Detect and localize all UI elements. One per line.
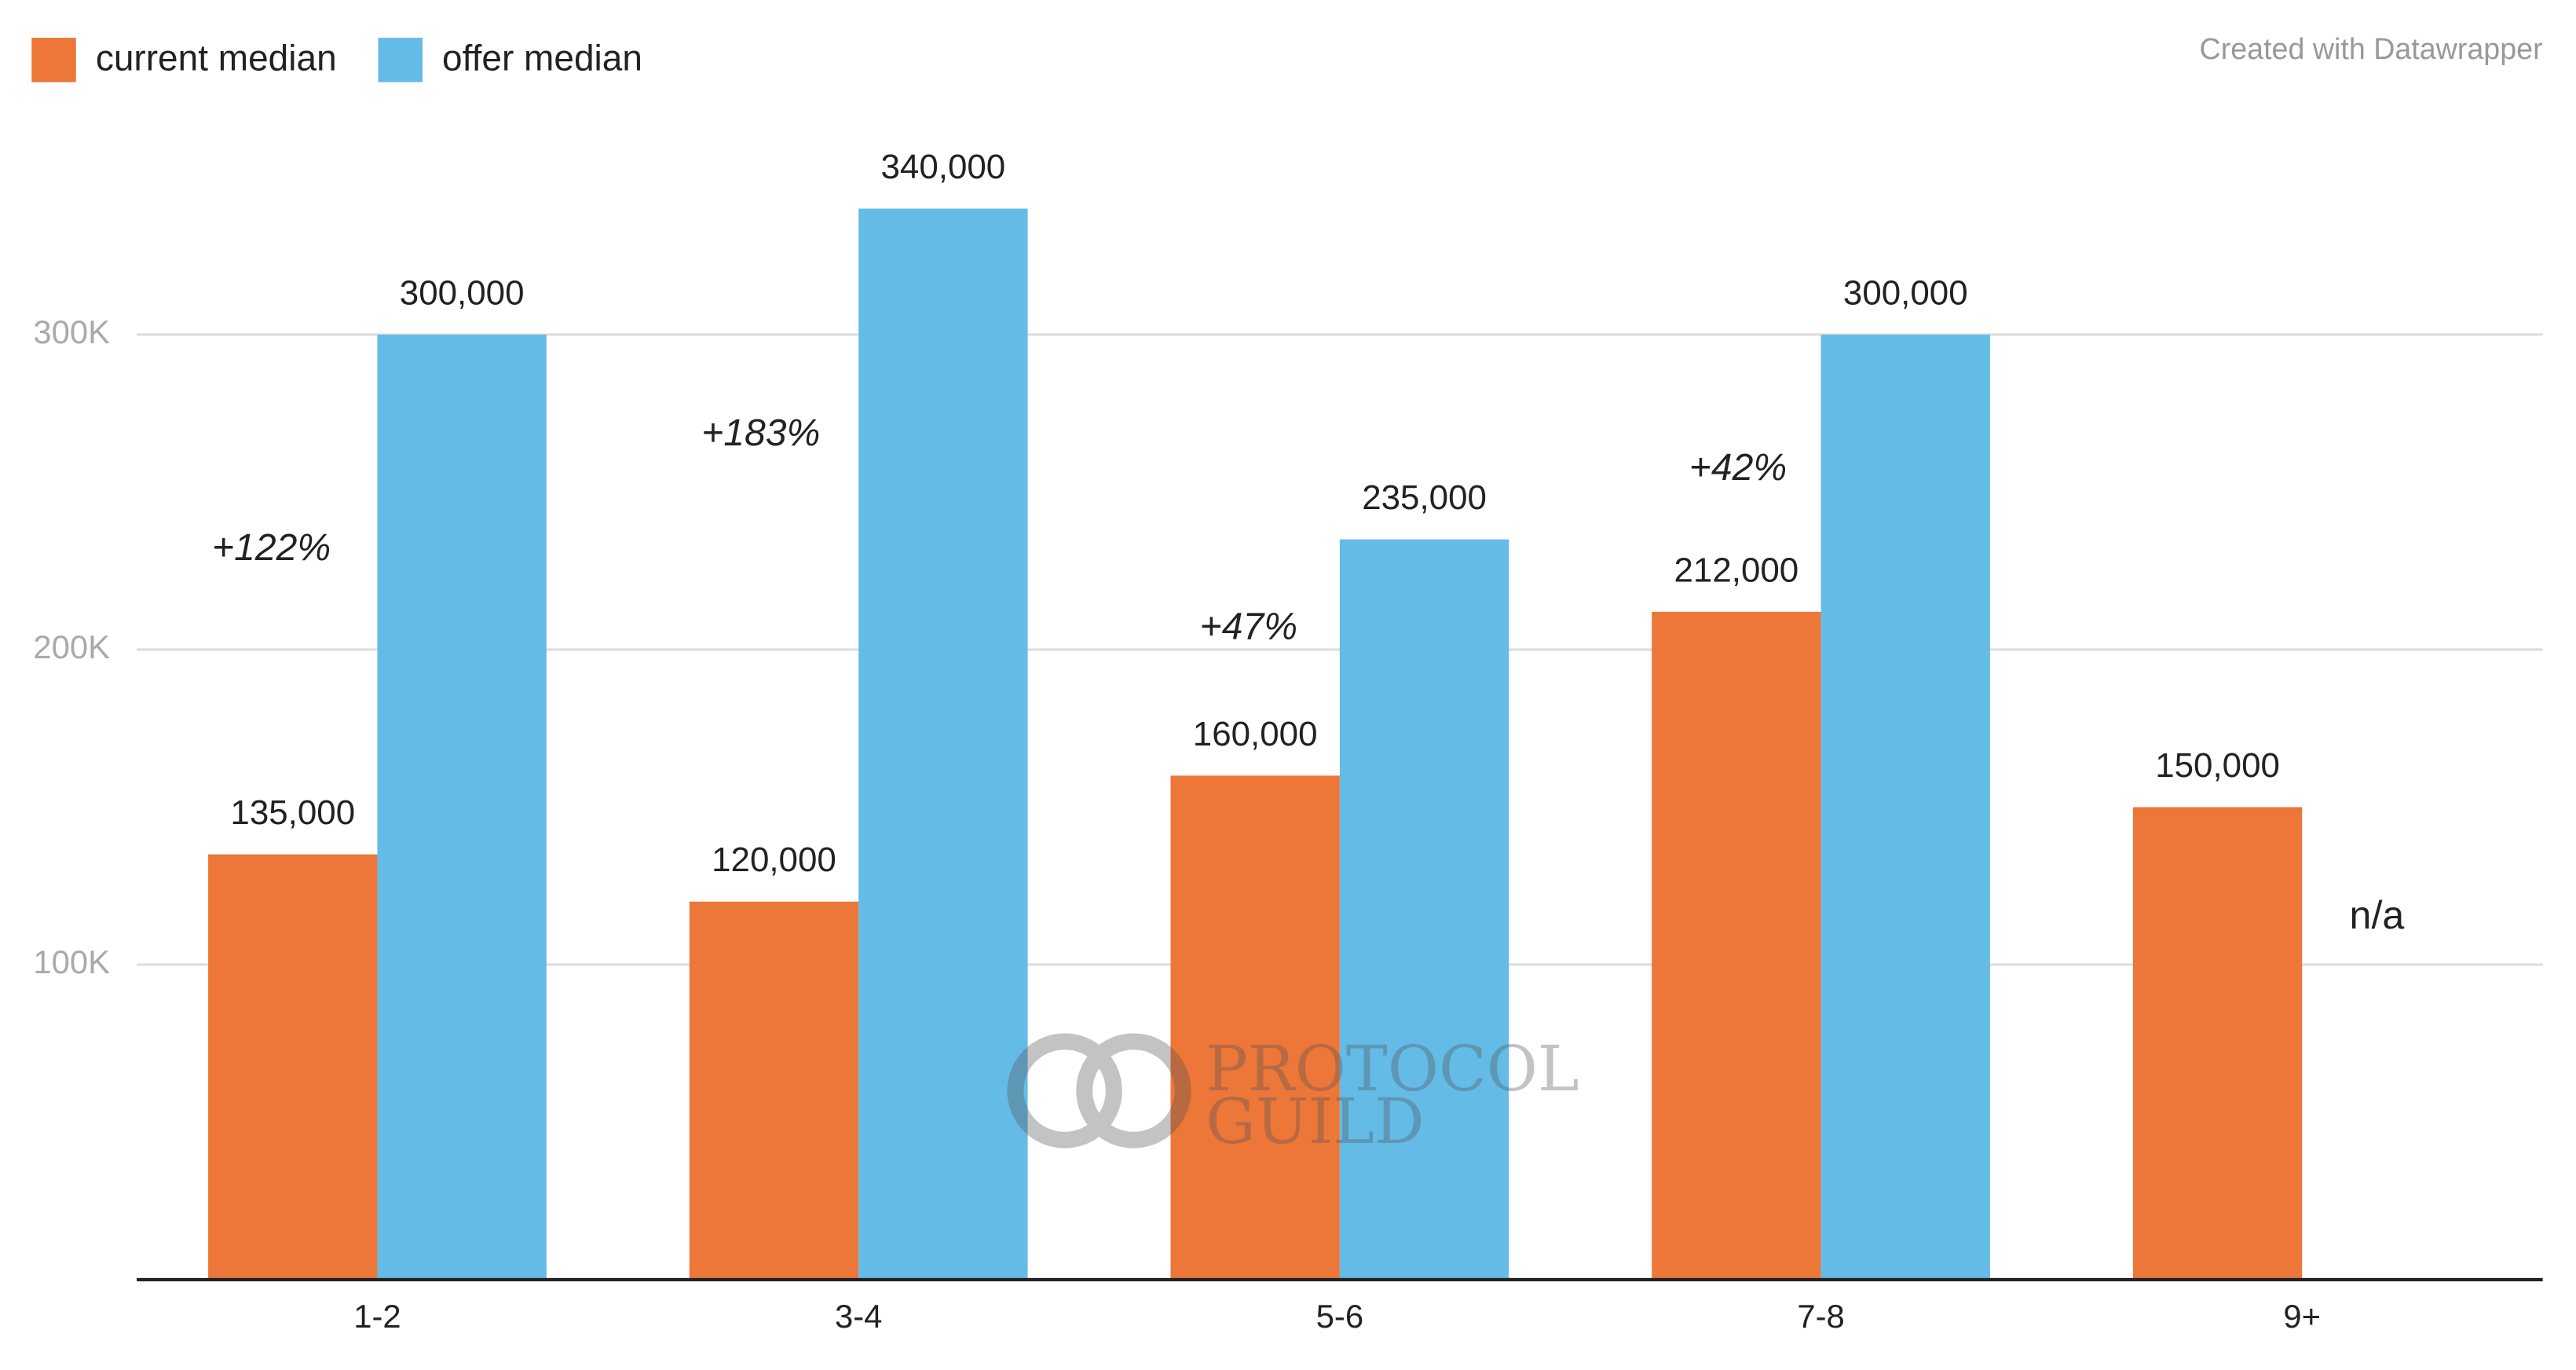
bar bbox=[689, 901, 859, 1280]
bar bbox=[1652, 611, 1821, 1280]
value-label: 120,000 bbox=[712, 841, 836, 879]
annotation: +122% bbox=[212, 526, 331, 569]
y-tick-label: 300K bbox=[33, 313, 110, 350]
value-label: 160,000 bbox=[1193, 715, 1318, 753]
annotation: +183% bbox=[701, 412, 820, 454]
x-tick-label: 3-4 bbox=[835, 1298, 882, 1335]
x-tick-label: 9+ bbox=[2283, 1298, 2321, 1335]
value-label: 300,000 bbox=[400, 273, 525, 312]
legend-swatch bbox=[31, 38, 76, 82]
bar bbox=[1170, 775, 1340, 1280]
x-tick-label: 1-2 bbox=[353, 1298, 401, 1335]
value-label: 235,000 bbox=[1362, 478, 1487, 517]
x-tick-label: 5-6 bbox=[1316, 1298, 1363, 1335]
bar bbox=[377, 334, 547, 1280]
watermark-text: PROTOCOL bbox=[1206, 1032, 1579, 1105]
x-tick-label: 7-8 bbox=[1797, 1298, 1844, 1335]
annotation: n/a bbox=[2350, 893, 2405, 937]
watermark-logo bbox=[1076, 1033, 1191, 1148]
watermark-text: GUILD bbox=[1206, 1085, 1424, 1158]
y-tick-label: 200K bbox=[33, 628, 110, 665]
value-label: 150,000 bbox=[2155, 746, 2280, 785]
bar bbox=[1820, 334, 1990, 1280]
legend-label: current median bbox=[96, 38, 337, 79]
watermark-logo bbox=[1007, 1033, 1122, 1148]
bar bbox=[2132, 807, 2303, 1280]
bar bbox=[208, 854, 378, 1280]
annotation: +42% bbox=[1689, 446, 1787, 489]
bar bbox=[1339, 539, 1509, 1280]
legend-label: offer median bbox=[442, 38, 642, 79]
value-label: 135,000 bbox=[230, 793, 355, 832]
y-tick-label: 100K bbox=[33, 943, 110, 980]
credit: Created with Datawrapper bbox=[2200, 32, 2543, 65]
value-label: 300,000 bbox=[1843, 273, 1968, 312]
annotation: +47% bbox=[1200, 606, 1297, 648]
bar bbox=[858, 208, 1028, 1280]
value-label: 340,000 bbox=[881, 148, 1006, 186]
value-label: 212,000 bbox=[1674, 551, 1799, 589]
legend-swatch bbox=[378, 38, 423, 82]
watermark: PROTOCOL GUILD bbox=[1007, 1032, 1579, 1158]
